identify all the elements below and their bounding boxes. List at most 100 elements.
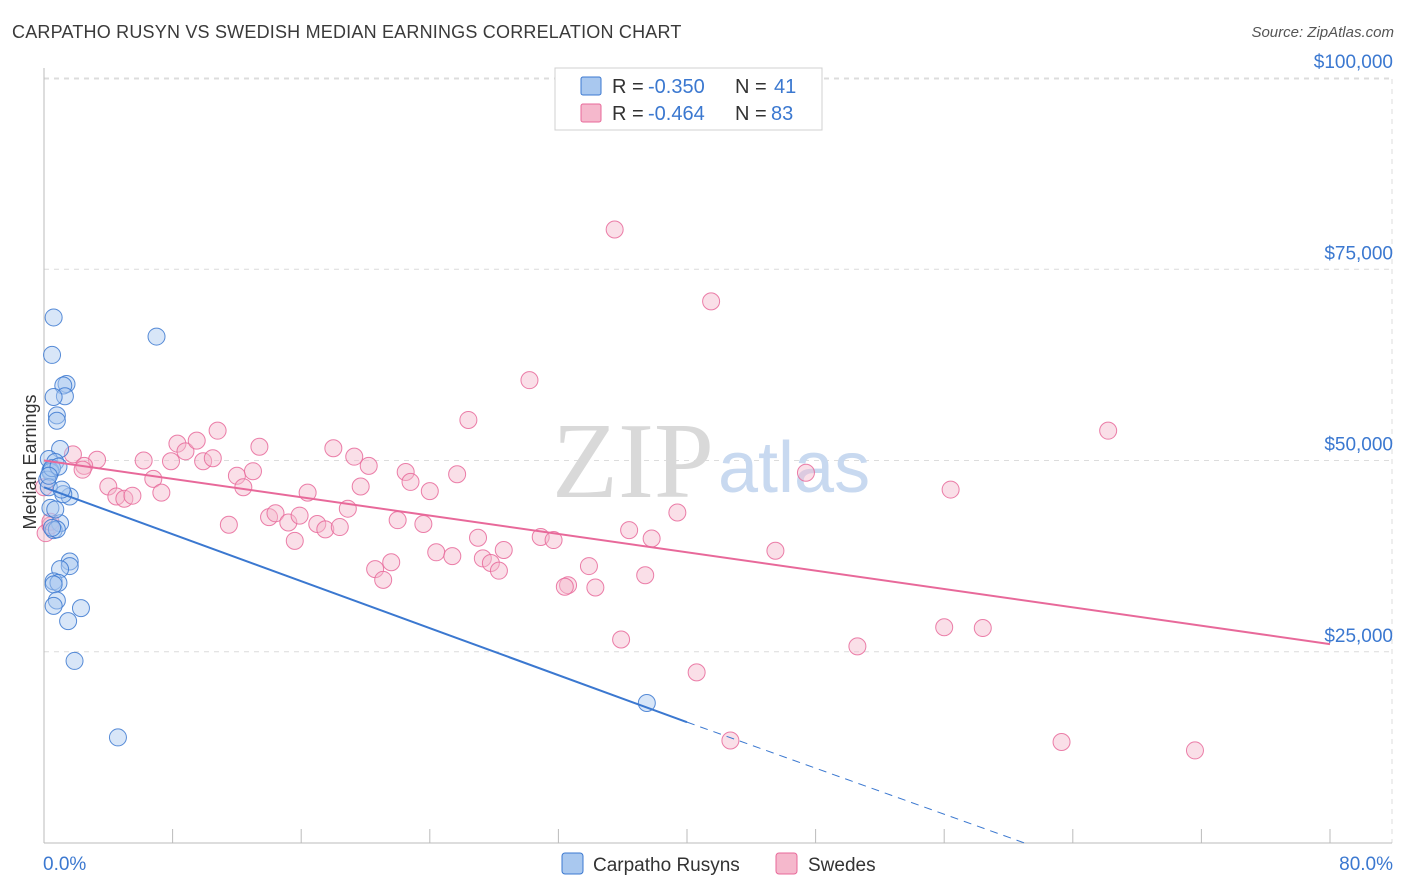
swedes-point-21 bbox=[219, 515, 238, 534]
swedes-point-66 bbox=[620, 521, 639, 540]
swedes-point-48 bbox=[427, 543, 446, 562]
swedes-point-51 bbox=[459, 410, 478, 429]
swedes-point-69 bbox=[668, 503, 687, 522]
y-tick-label-2: $75,000 bbox=[1324, 243, 1393, 264]
swedes-point-46 bbox=[414, 514, 433, 533]
swedes-point-37 bbox=[345, 447, 364, 466]
swedes-point-33 bbox=[316, 520, 335, 539]
swedes-point-6 bbox=[73, 460, 92, 479]
bottom-legend-swatch-blue bbox=[561, 852, 584, 875]
swedes-point-78 bbox=[973, 619, 992, 638]
carpatho-point-6 bbox=[47, 406, 66, 425]
watermark: ZIP atlas bbox=[552, 402, 870, 521]
swedes-point-24 bbox=[243, 462, 262, 481]
swedes-point-19 bbox=[203, 449, 222, 468]
carpatho-point-29 bbox=[71, 599, 90, 618]
carpatho-point-26 bbox=[44, 575, 63, 594]
bottom-legend-swatch-pink bbox=[775, 852, 798, 875]
swedes-point-20 bbox=[208, 421, 227, 440]
swedes-point-60 bbox=[559, 576, 578, 595]
carpatho-point-27 bbox=[47, 591, 66, 610]
swedes-point-63 bbox=[586, 578, 605, 597]
swedes-point-43 bbox=[388, 511, 407, 530]
series-legend: Carpatho Rusyns Swedes bbox=[561, 852, 876, 876]
swedes-point-27 bbox=[266, 504, 285, 523]
swedes-point-14 bbox=[161, 452, 180, 471]
swedes-point-10 bbox=[123, 486, 142, 505]
swedes-point-68 bbox=[642, 529, 661, 548]
y-axis-label: Median Earnings bbox=[20, 394, 40, 529]
stats-legend: R = -0.350 N = 41 R = -0.464 N = 83 bbox=[554, 67, 823, 131]
legend-r-label-2: R = bbox=[612, 103, 644, 125]
legend-n-label-1: N = bbox=[735, 76, 767, 98]
legend-r-value-2: -0.464 bbox=[648, 103, 705, 125]
swedes-point-61 bbox=[555, 577, 574, 596]
watermark-atlas: atlas bbox=[718, 428, 870, 508]
swedes-point-17 bbox=[187, 431, 206, 450]
swedes-point-30 bbox=[290, 506, 309, 525]
swedes-point-62 bbox=[579, 557, 598, 576]
swedes-point-29 bbox=[285, 531, 304, 550]
y-tick-label-1: $50,000 bbox=[1324, 435, 1393, 456]
swedes-point-81 bbox=[1185, 741, 1204, 760]
swedes-point-34 bbox=[324, 439, 343, 458]
swedes-point-80 bbox=[1099, 421, 1118, 440]
swedes-point-44 bbox=[396, 462, 415, 481]
swedes-point-11 bbox=[134, 451, 153, 470]
y-tick-label-0: $25,000 bbox=[1324, 626, 1393, 647]
carpatho-point-37 bbox=[39, 466, 58, 485]
chart-title: CARPATHO RUSYN VS SWEDISH MEDIAN EARNING… bbox=[12, 22, 682, 42]
source-label: Source: ZipAtlas.com bbox=[1251, 24, 1394, 41]
bottom-legend-carpatho: Carpatho Rusyns bbox=[593, 855, 740, 876]
x-tick-label-max: 80.0% bbox=[1339, 854, 1393, 875]
trend-lines bbox=[43, 459, 1331, 844]
legend-n-value-1: 41 bbox=[774, 76, 796, 98]
x-tick-labels: 0.0% 80.0% bbox=[43, 854, 1393, 875]
swedes-point-75 bbox=[848, 637, 867, 656]
swedes-trend-line bbox=[43, 459, 1331, 646]
swedes-point-77 bbox=[935, 618, 954, 637]
swedes-point-73 bbox=[766, 541, 785, 560]
swedes-point-67 bbox=[636, 566, 655, 585]
carpatho-point-5 bbox=[44, 388, 63, 407]
swedes-point-71 bbox=[702, 292, 721, 311]
legend-r-label-1: R = bbox=[612, 76, 644, 98]
bottom-legend-swedes: Swedes bbox=[808, 855, 876, 876]
legend-n-value-2: 83 bbox=[771, 103, 793, 125]
legend-r-value-1: -0.350 bbox=[648, 76, 705, 98]
swedes-point-25 bbox=[250, 437, 269, 456]
swedes-point-50 bbox=[448, 465, 467, 484]
swedes-point-76 bbox=[941, 480, 960, 499]
swedes-point-41 bbox=[374, 570, 393, 589]
y-tick-label-3: $100,000 bbox=[1314, 52, 1393, 73]
swedes-point-35 bbox=[330, 518, 349, 537]
swedes-point-55 bbox=[489, 561, 508, 580]
carpatho-point-33 bbox=[108, 728, 127, 747]
legend-swatch-pink bbox=[580, 103, 602, 123]
carpatho-point-22 bbox=[60, 557, 79, 576]
carpatho-point-30 bbox=[59, 612, 78, 631]
swedes-point-28 bbox=[279, 513, 298, 532]
swedes-point-45 bbox=[401, 472, 420, 491]
swedes-point-79 bbox=[1052, 733, 1071, 752]
swedes-point-72 bbox=[721, 731, 740, 750]
swedes-point-70 bbox=[687, 663, 706, 682]
swedes-point-52 bbox=[469, 528, 488, 547]
carpatho-trend-line bbox=[43, 486, 688, 724]
carpatho-rusyns-points bbox=[38, 308, 656, 747]
axes bbox=[43, 68, 1392, 844]
swedes-point-56 bbox=[494, 541, 513, 560]
swedes-point-42 bbox=[382, 553, 401, 572]
carpatho-point-1 bbox=[43, 345, 62, 364]
swedes-point-74 bbox=[796, 463, 815, 482]
swedes-point-38 bbox=[351, 477, 370, 496]
swedes-point-16 bbox=[176, 442, 195, 461]
swedes-point-59 bbox=[544, 531, 563, 550]
carpatho-point-21 bbox=[60, 552, 79, 571]
legend-n-label-2: N = bbox=[735, 103, 767, 125]
carpatho-point-28 bbox=[44, 596, 63, 615]
carpatho-point-7 bbox=[47, 411, 66, 430]
carpatho-trend-extension bbox=[686, 721, 1025, 844]
watermark-zip: ZIP bbox=[552, 402, 714, 521]
